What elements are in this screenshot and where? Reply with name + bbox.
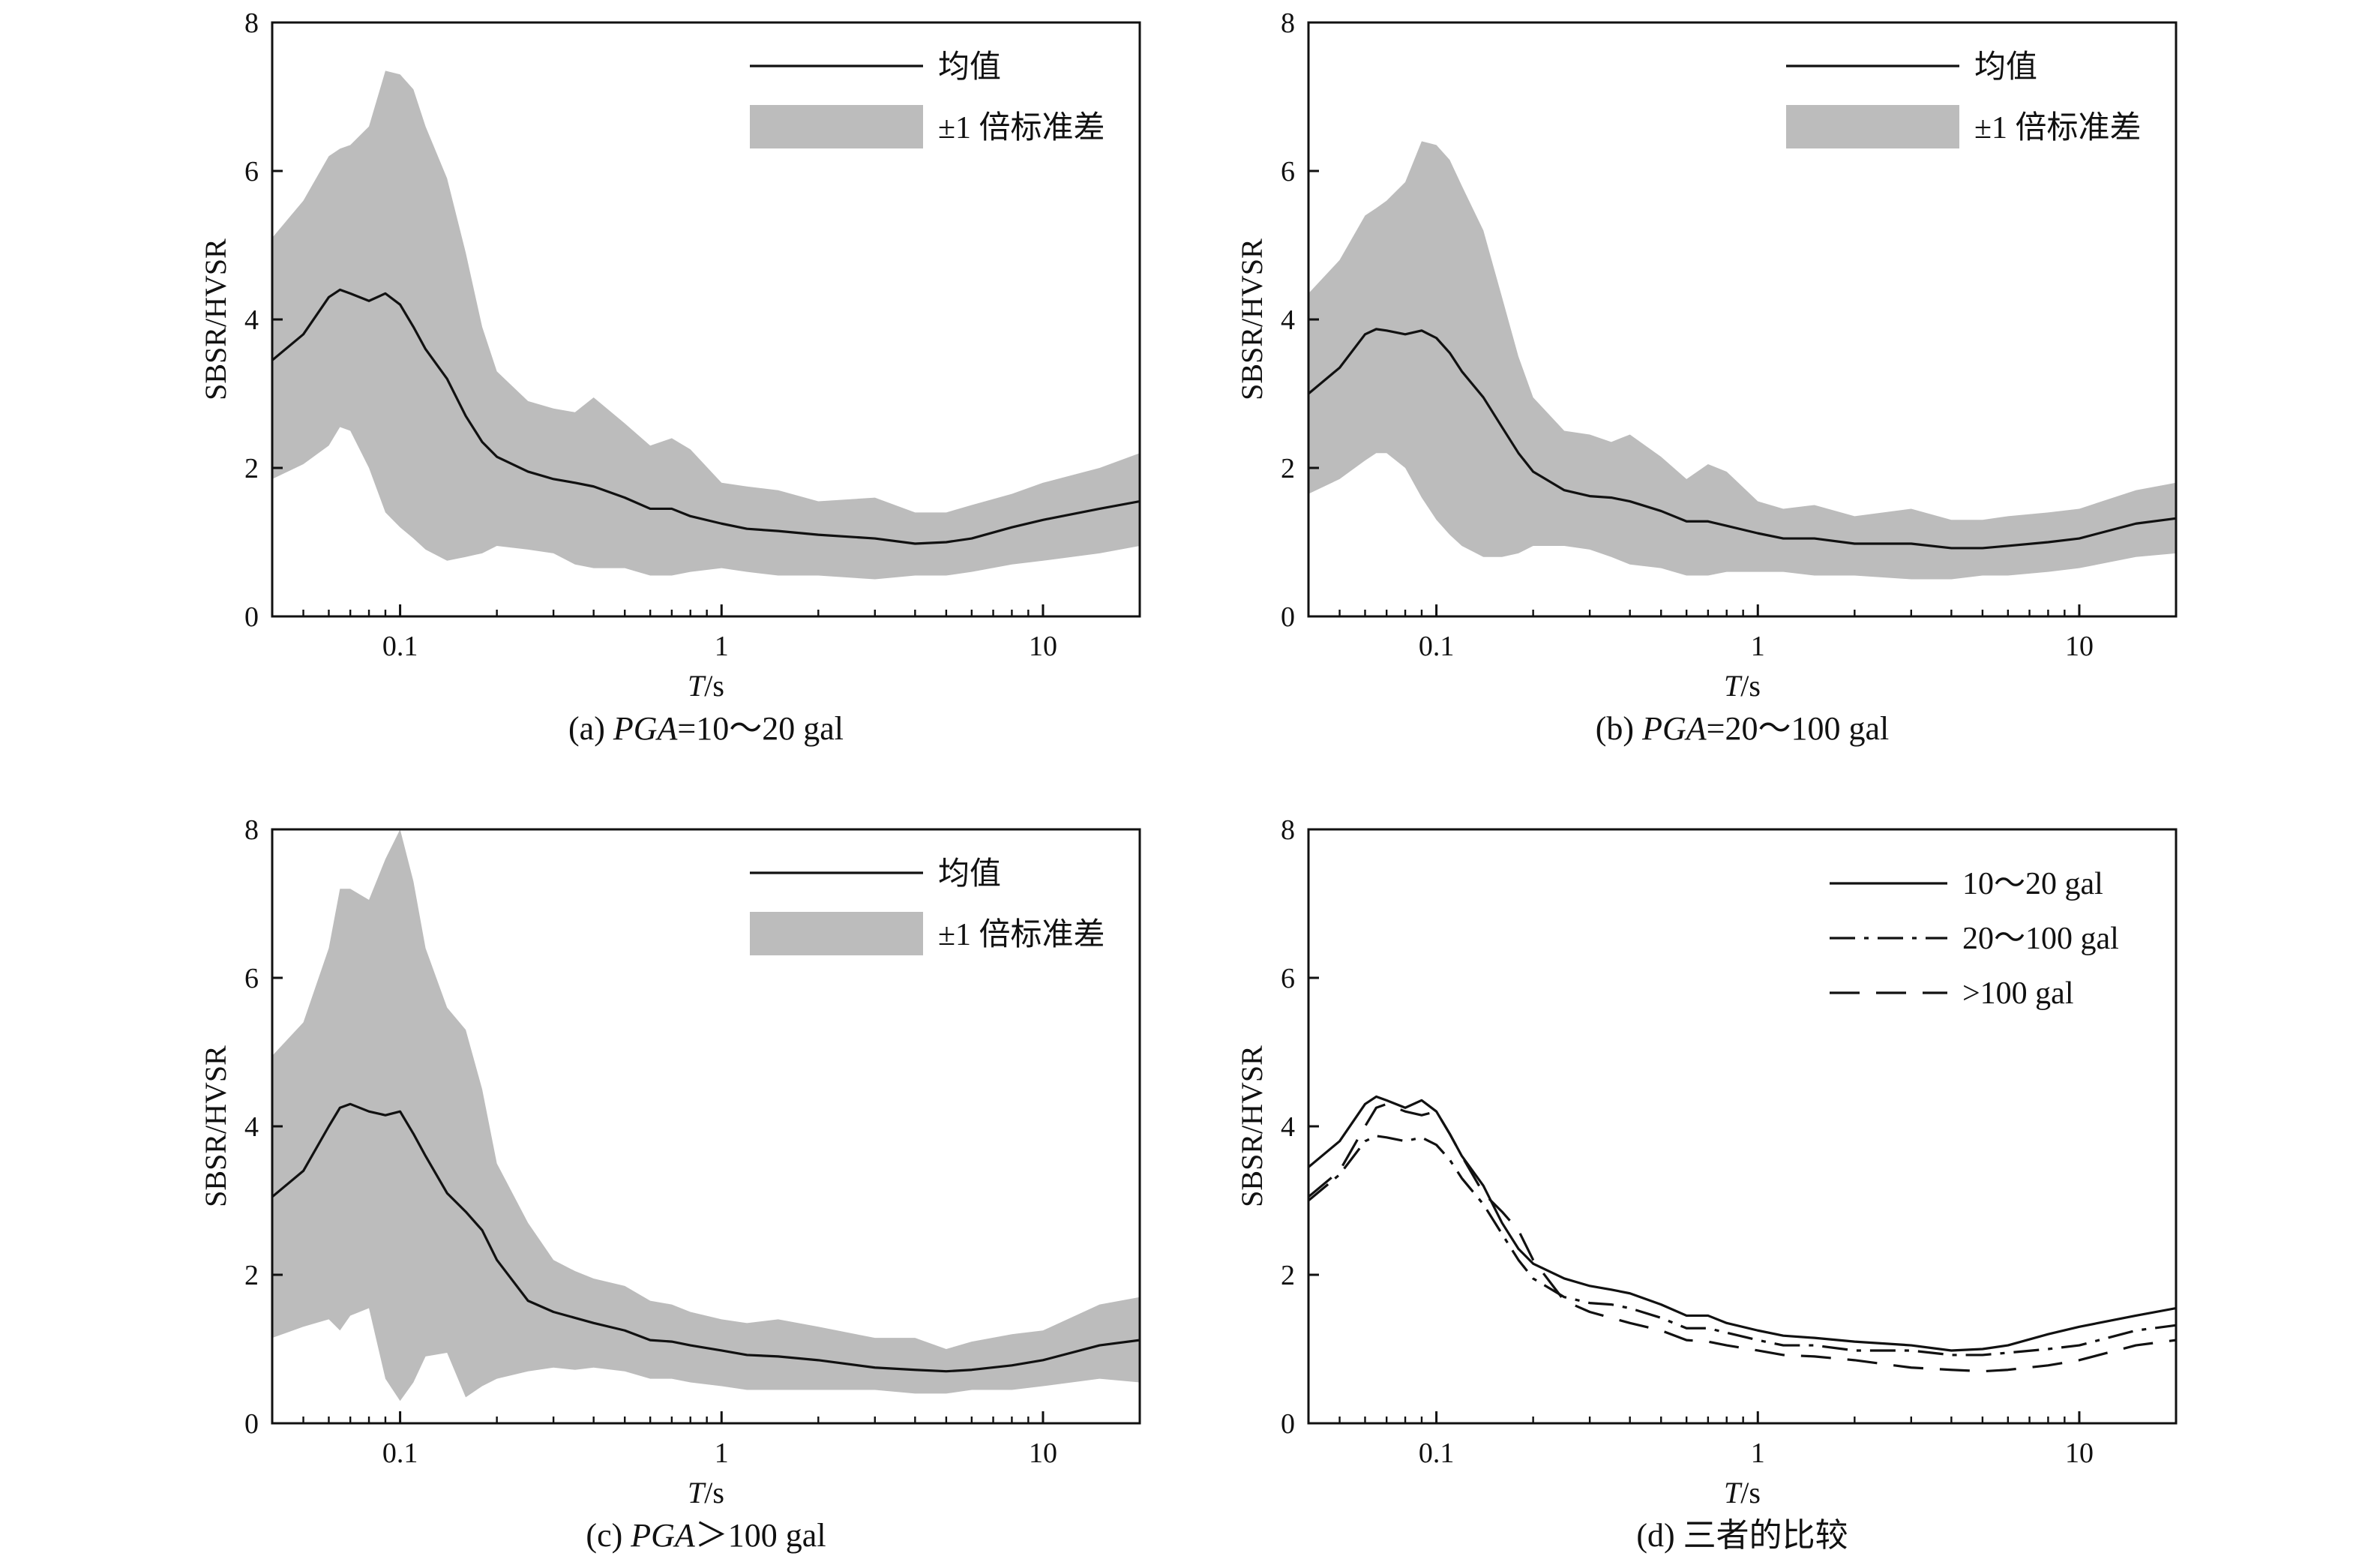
series-line-1: [1308, 1095, 2176, 1352]
x-tick-label: 1: [1751, 1438, 1765, 1469]
caption-prefix: (d): [1636, 1517, 1683, 1554]
legend: 均值 ±1 倍标准差: [1786, 50, 2142, 148]
caption-suffix: =20～100 gal: [1707, 710, 1890, 747]
y-axis-label: SBSR/HVSR: [1235, 1045, 1269, 1207]
caption-suffix: 三者的比较: [1683, 1517, 1848, 1554]
y-tick-label: 0: [1281, 1408, 1295, 1440]
y-tick-label: 8: [1281, 7, 1295, 39]
legend-band-swatch: [750, 105, 923, 148]
plot-area: [1308, 1095, 2176, 1373]
x-axis-label-var: T: [688, 669, 706, 703]
chart-panel-1: 0 2 4 6 8 0.1 1 10 T/s SBSR/HVSR (a) PGA=10～20 gal…: [199, 7, 1141, 747]
x-tick-label: 0.1: [382, 631, 418, 662]
std-band: [1308, 141, 2176, 580]
caption-prefix: (a): [568, 710, 613, 747]
mean-line: [1308, 328, 2176, 550]
x-tick-label: 0.1: [1419, 631, 1455, 662]
x-tick-label: 0.1: [382, 1438, 418, 1469]
std-band: [272, 70, 1140, 580]
x-axis-label-var: T: [688, 1476, 706, 1510]
caption-var: PGA: [613, 710, 679, 747]
x-axis-label-var: T: [1724, 669, 1743, 703]
x-tick-label: 10: [2065, 1438, 2094, 1469]
x-axis-label: T/s: [1724, 669, 1761, 703]
legend-band-label: ±1 倍标准差: [938, 110, 1105, 145]
legend-mean-label: 均值: [938, 50, 1001, 85]
chart-panel-2: 0 2 4 6 8 0.1 1 10 T/s SBSR/HVSR (b) PGA=20～100 ga…: [1235, 7, 2178, 747]
plot-area: [272, 829, 1140, 1402]
legend: 10～20 gal 20～100 gal >100 gal: [1830, 867, 2119, 1011]
series-line-3: [1308, 1102, 2176, 1373]
y-tick-label: 8: [244, 814, 259, 846]
legend-band-label: ±1 倍标准差: [938, 917, 1105, 952]
y-tick-label: 4: [1281, 1111, 1295, 1143]
plot-area: [272, 70, 1140, 580]
legend-band-swatch: [750, 912, 923, 955]
y-tick-label: 2: [244, 1260, 259, 1291]
legend-band-swatch: [1786, 105, 1959, 148]
x-axis-label-unit: /s: [1740, 669, 1761, 703]
legend: 均值 ±1 倍标准差: [750, 50, 1105, 148]
x-tick-label: 10: [1029, 1438, 1057, 1469]
caption-prefix: (b): [1596, 710, 1642, 747]
y-tick-label: 0: [1281, 601, 1295, 633]
chart-panel-3: 0 2 4 6 8 0.1 1 10 T/s SBSR/HVSR (c) PGA＞100 gal 均值…: [199, 814, 1141, 1554]
y-tick-label: 8: [244, 7, 259, 39]
y-axis-label: SBSR/HVSR: [199, 1045, 232, 1207]
legend-mean-label: 均值: [1974, 50, 2037, 85]
caption-suffix: =10～20 gal: [677, 710, 844, 747]
y-tick-label: 6: [1281, 156, 1295, 187]
x-axis-label: T/s: [688, 1476, 724, 1510]
legend-label-1: 10～20 gal: [1962, 867, 2103, 901]
x-tick-label: 1: [715, 631, 729, 662]
plot-area: [1308, 141, 2176, 580]
panel-caption: (b) PGA=20～100 gal: [1596, 710, 1889, 747]
y-tick-label: 6: [244, 963, 259, 994]
x-axis-label-unit: /s: [704, 669, 724, 703]
y-tick-label: 4: [244, 1111, 259, 1143]
y-tick-label: 6: [1281, 963, 1295, 994]
panel-caption: (d) 三者的比较: [1636, 1517, 1848, 1554]
x-tick-label: 1: [1751, 631, 1765, 662]
x-axis-label: T/s: [1724, 1476, 1761, 1510]
mean-line: [272, 1102, 1140, 1373]
x-axis-label: T/s: [688, 669, 724, 703]
x-tick-label: 10: [2065, 631, 2094, 662]
y-tick-label: 8: [1281, 814, 1295, 846]
mean-line: [272, 288, 1140, 545]
x-axis-label-unit: /s: [704, 1476, 724, 1510]
caption-suffix: ＞100 gal: [695, 1517, 826, 1554]
caption-prefix: (c): [586, 1517, 631, 1554]
caption-var: PGA: [630, 1517, 696, 1554]
y-tick-label: 4: [244, 304, 259, 336]
y-tick-label: 6: [244, 156, 259, 187]
y-tick-label: 4: [1281, 304, 1295, 336]
x-tick-label: 1: [715, 1438, 729, 1469]
y-axis-label: SBSR/HVSR: [199, 238, 232, 400]
y-tick-label: 0: [244, 601, 259, 633]
legend-band-label: ±1 倍标准差: [1974, 110, 2142, 145]
legend-mean-label: 均值: [938, 857, 1001, 892]
x-axis-label-var: T: [1724, 1476, 1743, 1510]
x-tick-label: 0.1: [1419, 1438, 1455, 1469]
y-axis-label: SBSR/HVSR: [1235, 238, 1269, 400]
y-tick-label: 2: [1281, 453, 1295, 484]
y-tick-label: 2: [244, 453, 259, 484]
x-axis-label-unit: /s: [1740, 1476, 1761, 1510]
x-tick-label: 10: [1029, 631, 1057, 662]
chart-panel-4: 0 2 4 6 8 0.1 1 10 T/s SBSR/HVSR (d) 三者的比较 10～20 ga…: [1235, 814, 2178, 1554]
panel-caption: (c) PGA＞100 gal: [586, 1517, 826, 1554]
legend-label-2: 20～100 gal: [1962, 922, 2119, 956]
legend: 均值 ±1 倍标准差: [750, 857, 1105, 955]
panel-caption: (a) PGA=10～20 gal: [568, 710, 844, 747]
y-tick-label: 0: [244, 1408, 259, 1440]
y-tick-label: 2: [1281, 1260, 1295, 1291]
std-band: [272, 829, 1140, 1402]
legend-label-3: >100 gal: [1962, 976, 2074, 1011]
series-line-2: [1308, 1135, 2176, 1357]
caption-var: PGA: [1641, 710, 1707, 747]
